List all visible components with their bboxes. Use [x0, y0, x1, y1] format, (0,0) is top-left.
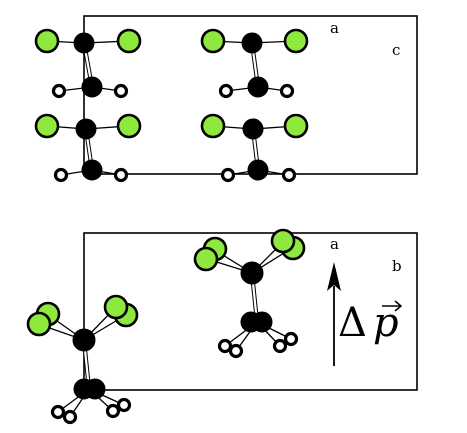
hydrogen-atom: [51, 83, 67, 99]
chlorine-atom: [103, 294, 129, 320]
chlorine-atom: [283, 113, 309, 139]
hydrogen-atom: [283, 331, 299, 347]
chlorine-atom: [270, 228, 296, 254]
chlorine-atom: [200, 28, 226, 54]
carbon-atom: [247, 159, 269, 181]
top-axis-label-a: a: [330, 19, 339, 37]
carbon-atom: [81, 76, 103, 98]
bottom-axis-label-b: b: [392, 257, 402, 275]
chlorine-atom: [283, 28, 309, 54]
molecule-top-right-upper: [200, 28, 309, 99]
hydrogen-atom: [113, 83, 129, 99]
carbon-atom: [242, 118, 264, 140]
carbon-atom: [72, 328, 96, 352]
chlorine-atom: [34, 28, 60, 54]
hydrogen-atom: [279, 83, 295, 99]
carbon-atom: [251, 311, 273, 333]
molecule-bottom-lower: [26, 294, 139, 425]
chlorine-atom: [34, 113, 60, 139]
chlorine-atom: [116, 113, 142, 139]
hydrogen-atom: [281, 167, 297, 183]
hydrogen-atom: [113, 167, 129, 183]
top-panel: a c: [34, 15, 418, 183]
delta-symbol: Δ: [338, 300, 367, 346]
top-axis-label-c: c: [392, 41, 400, 59]
carbon-atom: [73, 32, 95, 54]
molecule-top-left-upper: [34, 28, 142, 99]
hydrogen-atom: [50, 404, 66, 420]
hydrogen-atom: [105, 403, 121, 419]
hydrogen-atom: [228, 343, 244, 359]
hydrogen-atom: [53, 167, 69, 183]
molecule-top-right-lower: [200, 113, 309, 183]
hydrogen-atom: [217, 338, 233, 354]
molecule-top-left-lower: [34, 113, 142, 183]
chlorine-atom: [26, 311, 52, 337]
hydrogen-atom: [218, 83, 234, 99]
momentum-symbol: p: [373, 300, 399, 346]
bottom-axis-label-a: a: [330, 235, 339, 253]
carbon-atom: [81, 159, 103, 181]
carbon-atom: [84, 378, 106, 400]
hydrogen-atom: [116, 397, 132, 413]
polarization-arrow-head: [327, 262, 341, 291]
vector-arrow-icon: [382, 300, 403, 312]
chlorine-atom: [193, 246, 219, 272]
carbon-atom: [75, 118, 97, 140]
molecule-bottom-upper: [193, 228, 306, 359]
chlorine-atom: [200, 113, 226, 139]
bottom-panel: a b Δ p: [26, 228, 418, 425]
hydrogen-atom: [62, 409, 78, 425]
carbon-atom: [240, 261, 264, 285]
hydrogen-atom: [272, 338, 288, 354]
polarization-arrow: [327, 262, 341, 366]
bottom-unit-cell-frame: [83, 232, 418, 391]
carbon-atom: [241, 32, 263, 54]
hydrogen-atom: [220, 167, 236, 183]
chlorine-atom: [116, 28, 142, 54]
carbon-atom: [247, 76, 269, 98]
